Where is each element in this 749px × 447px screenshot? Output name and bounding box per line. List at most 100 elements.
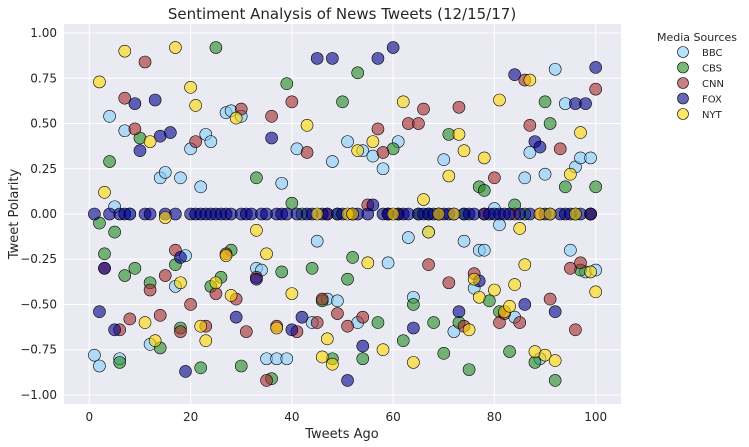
nyt-point [564, 167, 577, 181]
chart-title: Sentiment Analysis of News Tweets (12/15… [168, 5, 516, 23]
fox-point [386, 41, 400, 54]
cbs-point [128, 261, 142, 275]
legend-title: Media Sources [657, 31, 737, 44]
cbs-point [346, 251, 359, 264]
bbc-point [518, 171, 532, 185]
y-tick-label: 0.50 [30, 117, 57, 131]
bbc-point [341, 135, 354, 148]
cnn-point [138, 55, 152, 69]
series-nyt [93, 41, 602, 371]
nyt-point [518, 258, 532, 271]
cbs-point [427, 316, 440, 329]
fox-point [533, 140, 547, 154]
bbc-point [174, 171, 187, 185]
x-tick-labels: 0 20 40 60 80 100 [85, 410, 607, 424]
cnn-point [442, 276, 456, 290]
nyt-point [189, 99, 202, 112]
fox-point [508, 68, 521, 81]
cnn-point [513, 316, 527, 329]
y-tick-label: −0.25 [20, 252, 57, 266]
y-tick-label: 1.00 [30, 26, 57, 40]
fox-point [265, 131, 278, 145]
legend: Media Sources BBC CBS CNN FOX NYT [657, 31, 737, 121]
y-axis-label: Tweet Polarity [7, 169, 22, 261]
legend-marker-fox [677, 92, 689, 105]
cnn-point [356, 310, 370, 324]
nyt-point [477, 151, 491, 165]
cnn-point [417, 102, 430, 116]
fox-point [326, 52, 339, 65]
bbc-point [275, 176, 289, 190]
cnn-point [209, 287, 223, 300]
bbc-point [88, 348, 101, 362]
nyt-point [169, 41, 182, 54]
cbs-point [118, 269, 132, 282]
nyt-point [199, 334, 213, 347]
fox-point [98, 261, 111, 275]
nyt-point [351, 144, 364, 157]
nyt-point [98, 185, 111, 199]
cnn-point [310, 316, 324, 329]
legend-marker-cbs [677, 61, 689, 74]
nyt-point [589, 285, 602, 299]
cbs-point [503, 345, 516, 358]
x-tick-label: 100 [584, 410, 607, 424]
nyt-point [396, 95, 410, 109]
nyt-point [209, 276, 223, 290]
fox-point [548, 305, 562, 319]
cbs-point [113, 356, 126, 369]
cbs-point [543, 117, 557, 130]
fox-point [295, 310, 309, 324]
y-tick-labels: −1.00 −0.75 −0.50 −0.25 0.00 0.25 0.50 0.75 1.00 [20, 26, 57, 402]
nyt-point [457, 144, 471, 157]
nyt-point [452, 128, 466, 141]
cnn-point [376, 146, 390, 159]
cnn-point [553, 142, 567, 156]
fox-point [518, 298, 532, 311]
nyt-point [488, 283, 501, 297]
cnn-point [153, 309, 167, 322]
fox-point [164, 126, 177, 139]
x-tick-label: 60 [385, 410, 400, 424]
nyt-point [143, 135, 157, 148]
nyt-point [270, 321, 283, 335]
cnn-point [239, 325, 253, 338]
nyt-point [417, 193, 430, 206]
cbs-point [351, 66, 364, 80]
fox-point [310, 52, 324, 65]
fox-point [285, 323, 299, 337]
fox-point [341, 374, 354, 387]
nyt-point [584, 265, 597, 279]
cnn-point [412, 117, 425, 130]
fox-point [229, 310, 243, 324]
nyt-point [346, 207, 359, 221]
x-tick-label: 20 [183, 410, 198, 424]
nyt-point [548, 354, 562, 367]
nyt-point [224, 289, 238, 302]
bbc-point [326, 155, 339, 168]
cbs-point [98, 247, 111, 261]
bbc-point [457, 234, 471, 248]
cnn-point [543, 292, 557, 306]
cnn-point [128, 122, 142, 136]
cnn-point [341, 319, 354, 333]
cnn-point [123, 312, 137, 326]
fox-point [452, 305, 466, 319]
nyt-point [386, 207, 400, 221]
fox-point [148, 93, 162, 107]
nyt-point [310, 207, 324, 221]
cnn-point [574, 256, 587, 270]
cnn-point [265, 109, 278, 123]
y-tick-label: −1.00 [20, 388, 57, 402]
nyt-point [422, 225, 435, 239]
cbs-point [558, 180, 572, 194]
cbs-point [538, 95, 552, 109]
nyt-point [569, 207, 582, 221]
nyt-point [315, 350, 329, 364]
cbs-point [280, 77, 294, 91]
nyt-point [503, 299, 516, 313]
cnn-point [143, 283, 157, 297]
nyt-point [467, 272, 481, 286]
nyt-point [93, 75, 106, 89]
x-tick-label: 0 [85, 410, 93, 424]
